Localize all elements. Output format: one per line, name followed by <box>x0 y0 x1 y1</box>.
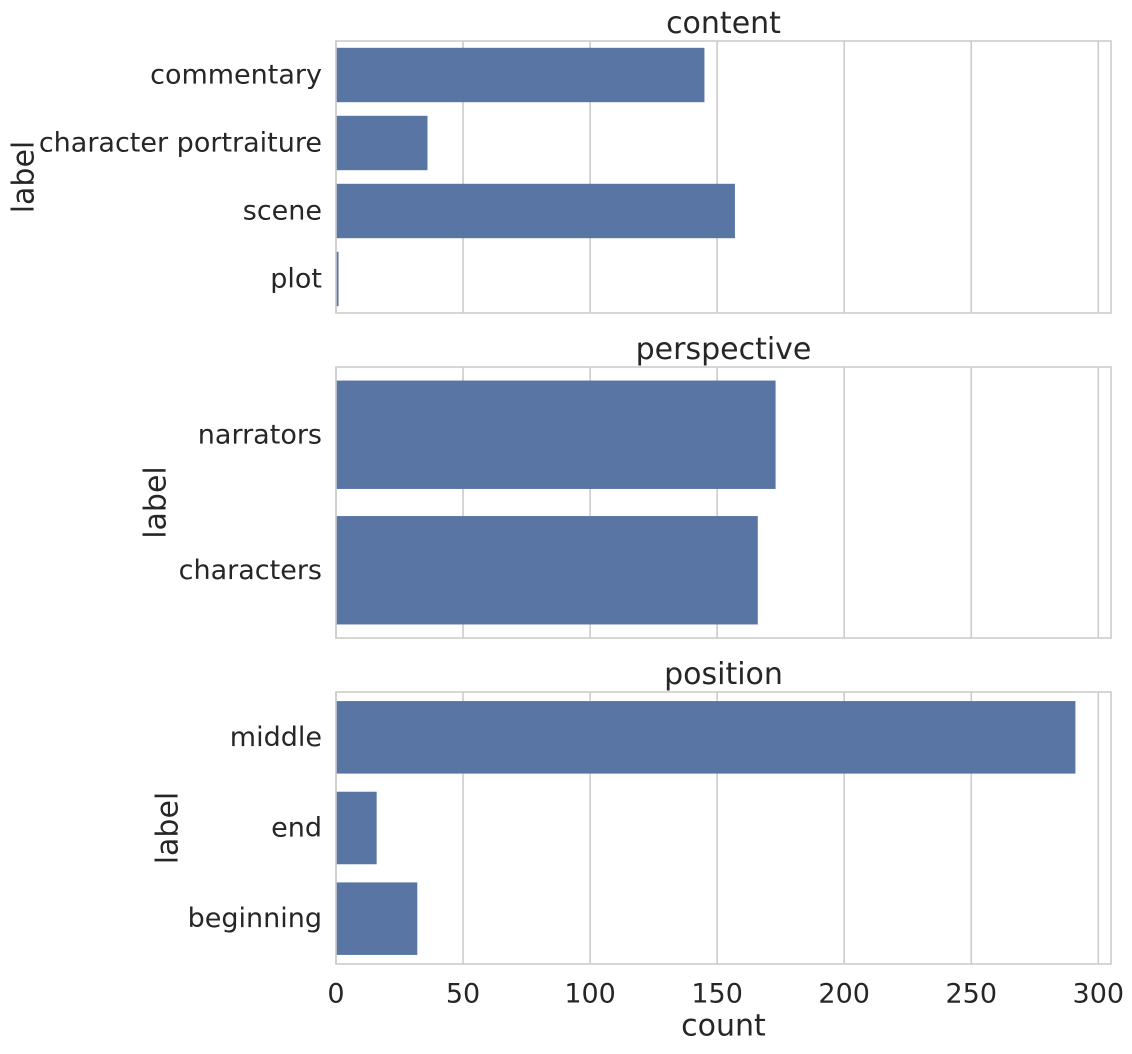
y-axis-label: label <box>151 792 186 865</box>
chart-panel-position: middle end beginning position label 0 50 100 150… <box>151 657 1125 1044</box>
bar-plot <box>336 251 339 307</box>
axes-frame <box>335 366 1112 639</box>
x-tick-label: 0 <box>327 979 344 1010</box>
x-tick-label: 250 <box>945 979 997 1010</box>
y-tick-label: narrators <box>198 419 322 450</box>
bar-middle <box>336 701 1076 774</box>
bar-commentary <box>336 47 705 103</box>
bar-end <box>336 791 377 865</box>
bar-characters <box>336 516 758 625</box>
x-tick-label: 200 <box>818 979 870 1010</box>
y-tick-label: middle <box>230 722 322 753</box>
axes-frame <box>335 691 1112 965</box>
x-tick-label: 300 <box>1073 979 1125 1010</box>
bar-beginning <box>336 882 418 955</box>
x-axis-label: count <box>681 1009 766 1044</box>
x-tick-label: 150 <box>691 979 743 1010</box>
x-tick-label: 100 <box>564 979 616 1010</box>
axes-frame <box>335 40 1112 314</box>
y-tick-label: character portraiture <box>39 128 322 159</box>
y-tick-label: scene <box>243 196 322 227</box>
panel-title: content <box>666 6 781 41</box>
y-tick-label: plot <box>270 264 322 295</box>
y-tick-label: end <box>271 813 322 844</box>
y-tick-label: characters <box>179 555 322 586</box>
bar-character-portraiture <box>336 115 428 171</box>
y-tick-label: beginning <box>188 903 322 934</box>
bar-scene <box>336 183 735 239</box>
x-tick-label: 50 <box>446 979 480 1010</box>
y-tick-label: commentary <box>150 60 322 91</box>
bar-narrators <box>336 380 776 489</box>
y-axis-label: label <box>7 141 42 214</box>
y-axis-label: label <box>139 466 174 539</box>
panel-title: perspective <box>636 332 812 367</box>
chart-panel-perspective: narrators characters perspective label <box>139 332 1112 639</box>
panel-title: position <box>664 657 783 692</box>
chart-panel-content: commentary character portraiture scene plot… <box>7 6 1112 314</box>
